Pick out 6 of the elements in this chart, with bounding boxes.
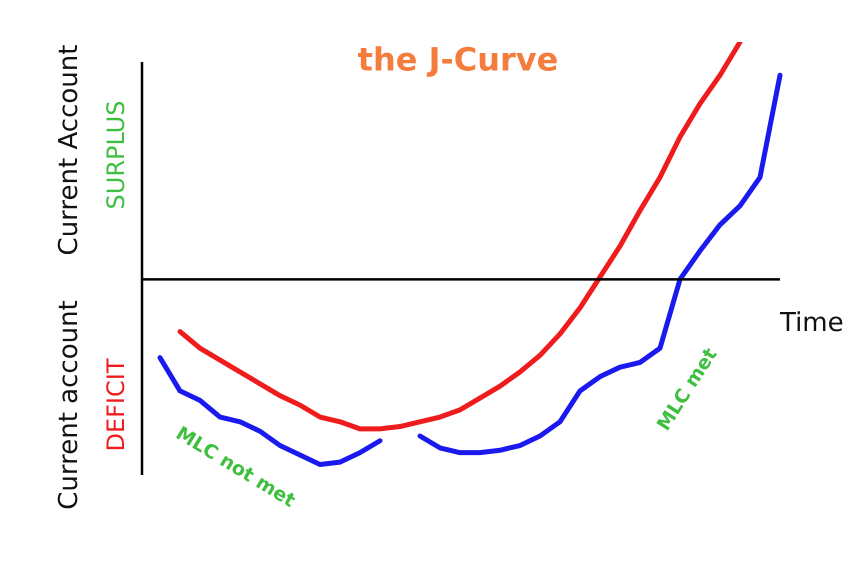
text: Current Account — [54, 44, 84, 256]
text: SURPLUS — [102, 100, 130, 210]
y-axis-title: Current account — [54, 300, 84, 510]
chart-title: the J-Curve — [358, 40, 558, 78]
text: DEFICIT — [102, 358, 130, 452]
x-axis-title: Time — [779, 308, 844, 338]
